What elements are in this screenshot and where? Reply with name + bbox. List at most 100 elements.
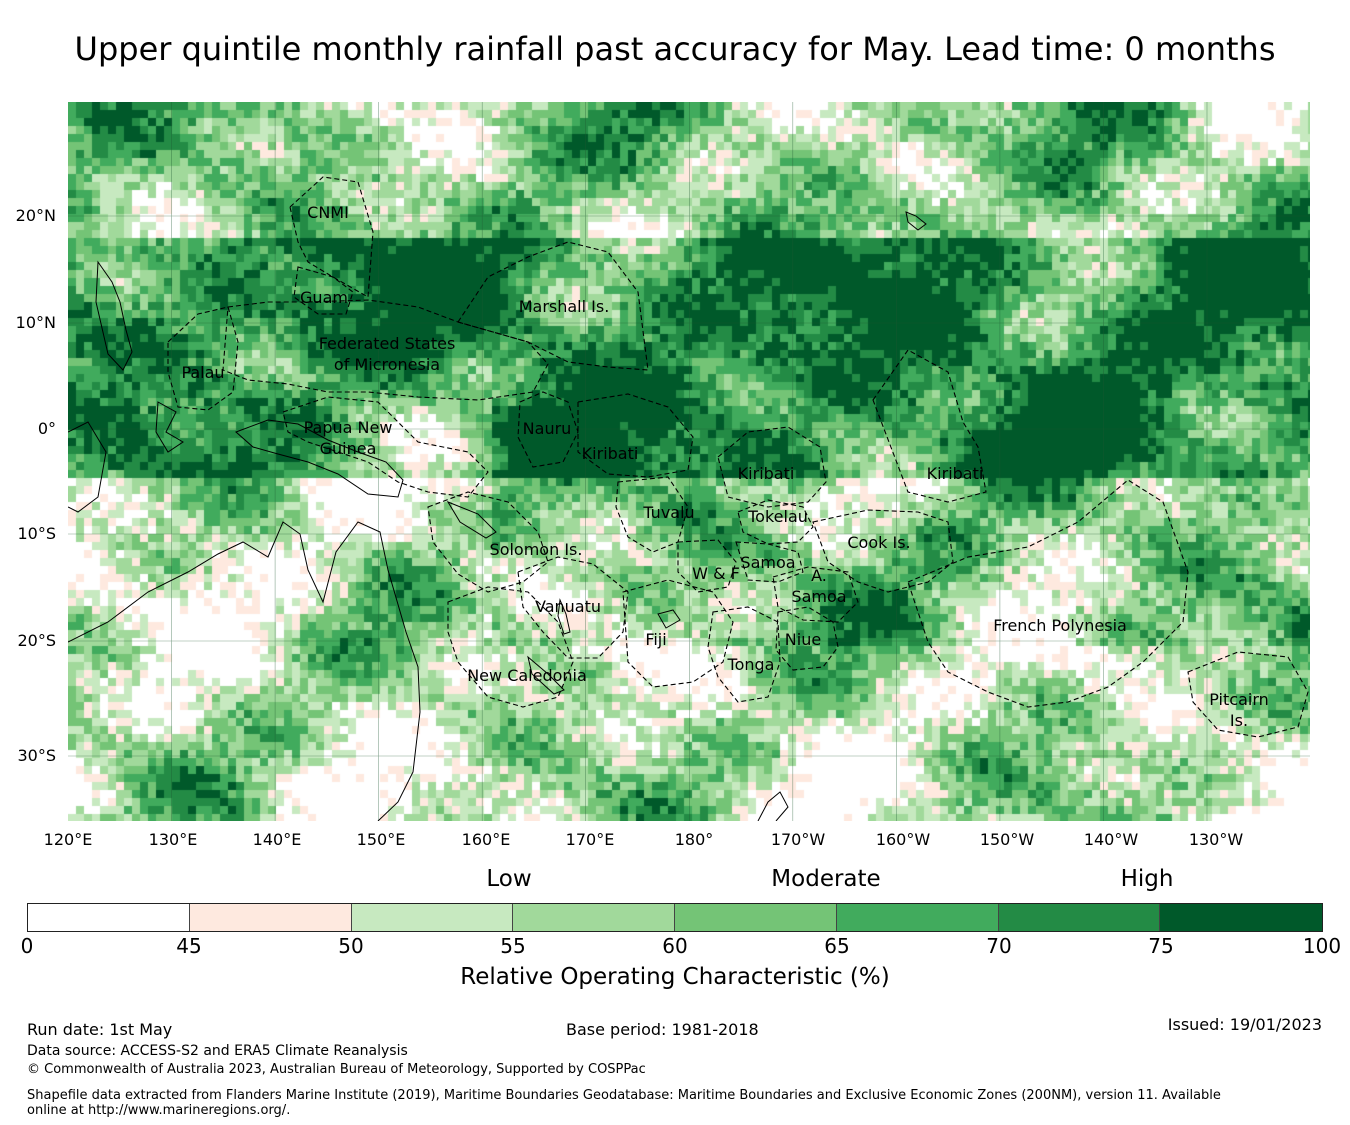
new-zealand-coast [757, 791, 789, 821]
chart-title: Upper quintile monthly rainfall past acc… [74, 30, 1276, 68]
lon-label-140w: 140°W [1083, 830, 1139, 849]
lon-label-160w: 160°W [875, 830, 931, 849]
tonga-eez [707, 606, 781, 703]
colorbar-bin-60-65 [675, 904, 837, 931]
sulawesi-coast [155, 401, 184, 453]
region-label-cnmi: CNMI [307, 203, 349, 222]
lat-label-10s: 10°S [17, 524, 56, 543]
lon-label-160e: 160°E [461, 830, 511, 849]
kiribati-phoenix-eez [717, 426, 827, 508]
borneo-coast [68, 421, 107, 513]
colorbar-bin-45-50 [189, 904, 352, 931]
colorbar-bin-65-70 [836, 904, 999, 931]
colorbar-title: Relative Operating Characteristic (%) [460, 964, 890, 990]
colorbar-tick-45: 45 [176, 934, 202, 958]
region-label-png: Papua New Guinea [303, 418, 393, 458]
region-label-palau: Palau [181, 363, 225, 382]
region-label-samoa: Samoa [740, 553, 796, 572]
lon-label-130e: 130°E [148, 830, 198, 849]
eez-boundaries [167, 176, 1309, 738]
lon-label-120e: 120°E [43, 830, 93, 849]
hawaii-coast [905, 211, 927, 231]
region-label-kiribati-line: Kiribati [926, 464, 984, 483]
colorbar [27, 903, 1323, 932]
colorbar-bin-0-45 [28, 904, 190, 931]
png-eez [282, 396, 489, 498]
kiribati-line-eez [872, 349, 987, 503]
region-label-wallis-futuna: W & F [692, 564, 740, 583]
wallis-futuna-eez [677, 539, 737, 593]
fiji-coast [657, 609, 681, 629]
region-label-kiribati-gilbert: Kiribati [581, 444, 639, 463]
region-label-french-polynesia: French Polynesia [993, 616, 1127, 635]
lon-label-130w: 130°W [1188, 830, 1244, 849]
region-label-tokelau: Tokelau [748, 507, 808, 526]
lon-label-150w: 150°W [979, 830, 1035, 849]
shapefile-credit: Shapefile data extracted from Flanders M… [27, 1088, 1221, 1118]
lat-label-20s: 20°S [17, 631, 56, 650]
colorbar-tick-100: 100 [1302, 934, 1342, 958]
marshall-eez [457, 241, 649, 371]
nauru-eez [517, 391, 579, 468]
data-source: Data source: ACCESS-S2 and ERA5 Climate … [27, 1043, 408, 1059]
lat-label-10n: 10°N [15, 313, 56, 332]
solomon-eez [427, 491, 549, 593]
region-label-fsm: Federated States of Micronesia [318, 334, 456, 374]
colorbar-tick-55: 55 [500, 934, 526, 958]
philippines-coast [95, 260, 133, 371]
legend-category-high: High [1120, 866, 1174, 892]
new-caledonia-coast [527, 655, 565, 695]
solomon-coast [446, 500, 497, 539]
region-label-tonga: Tonga [727, 655, 775, 674]
legend-category-low: Low [486, 866, 532, 892]
region-label-vanuatu: Vanuatu [534, 597, 602, 616]
colorbar-bin-70-75 [998, 904, 1161, 931]
samoa-eez [735, 541, 804, 583]
region-label-pitcairn: Pitcairn Is. [1209, 690, 1269, 730]
tokelau-eez [737, 499, 814, 545]
map-overlay [68, 102, 1310, 821]
region-label-cook: Cook Is. [847, 533, 911, 552]
coastlines [68, 211, 927, 821]
colorbar-bin-75-100 [1160, 904, 1322, 931]
run-date: Run date: 1st May [27, 1020, 173, 1039]
graticule [68, 102, 1310, 821]
vanuatu-coast [557, 598, 571, 635]
region-label-new-caledonia: New Caledonia [467, 666, 587, 685]
region-label-fiji: Fiji [645, 630, 667, 649]
rainfall-accuracy-map: CNMI Guam Marshall Is. Federated States o… [68, 102, 1310, 821]
fsm-eez [222, 299, 549, 401]
colorbar-tick-50: 50 [338, 934, 364, 958]
pitcairn-eez [1187, 651, 1309, 738]
region-label-kiribati-phoenix: Kiribati [737, 464, 795, 483]
region-label-solomon: Solomon Is. [489, 540, 583, 559]
vanuatu-eez [517, 556, 629, 659]
cnmi-eez [289, 176, 374, 298]
guam-eez [293, 266, 354, 315]
region-label-niue: Niue [784, 630, 822, 649]
cook-eez [812, 509, 954, 593]
base-period: Base period: 1981-2018 [566, 1020, 759, 1039]
lat-label-20n: 20°N [15, 206, 56, 225]
colorbar-bin-55-60 [513, 904, 675, 931]
fiji-eez [622, 579, 734, 688]
lon-label-140e: 140°E [252, 830, 302, 849]
lon-label-170e: 170°E [565, 830, 615, 849]
niue-eez [775, 606, 839, 671]
colorbar-tick-70: 70 [986, 934, 1012, 958]
region-label-tuvalu: Tuvalu [643, 503, 695, 522]
region-label-marshall: Marshall Is. [518, 297, 610, 316]
legend-category-moderate: Moderate [771, 866, 881, 892]
australia-coast [68, 521, 421, 821]
region-label-guam: Guam [300, 288, 348, 307]
issued-date: Issued: 19/01/2023 [1167, 1015, 1322, 1034]
region-label-american-samoa: A. Samoa [791, 566, 847, 606]
lat-label-0: 0° [37, 419, 56, 438]
lat-label-30s: 30°S [17, 746, 56, 765]
lon-label-170w: 170°W [770, 830, 826, 849]
french-polynesia-eez [907, 479, 1189, 708]
tuvalu-eez [615, 476, 689, 553]
region-label-nauru: Nauru [522, 419, 572, 438]
palau-eez [167, 306, 239, 411]
colorbar-tick-0: 0 [20, 934, 34, 958]
